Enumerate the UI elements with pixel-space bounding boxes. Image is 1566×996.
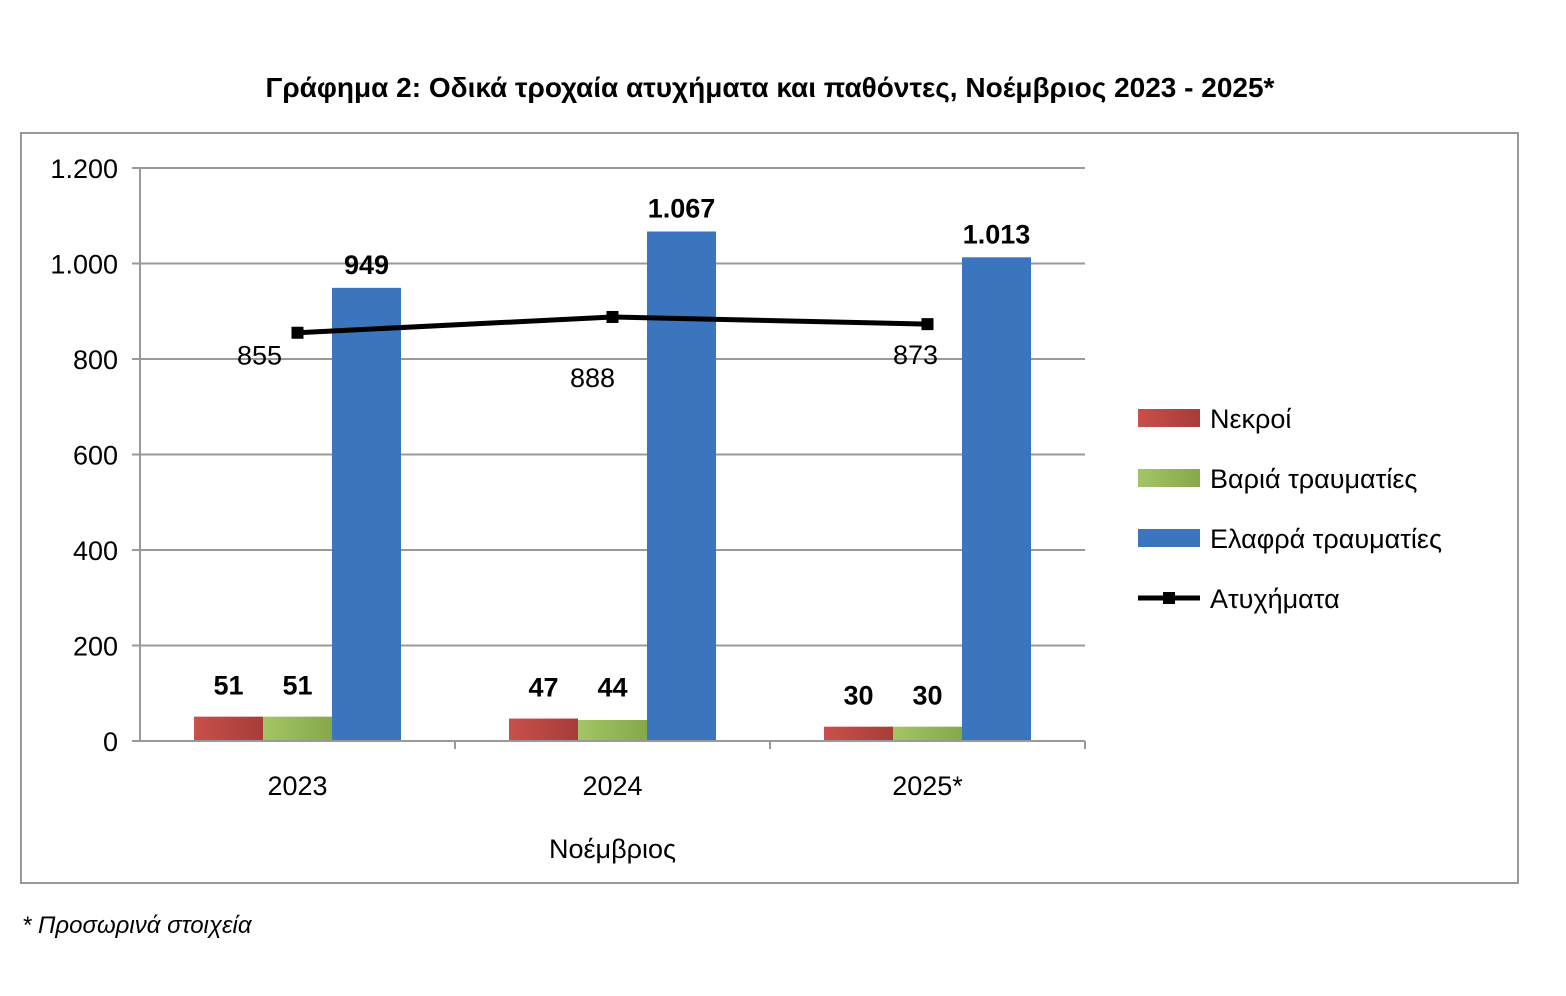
y-tick-label: 1.200 <box>50 154 118 184</box>
bar-Ελαφρά τραυματίες <box>332 287 401 741</box>
legend-marker <box>1163 592 1175 604</box>
y-tick-label: 1.000 <box>50 250 118 280</box>
y-tick-label: 0 <box>103 727 118 757</box>
bar-Νεκροί <box>824 726 893 741</box>
y-tick-label: 800 <box>73 345 118 375</box>
legend-swatch <box>1138 529 1200 547</box>
data-label: 30 <box>912 681 942 711</box>
legend-swatch <box>1138 409 1200 427</box>
y-tick-label: 600 <box>73 441 118 471</box>
legend-label: Βαριά τραυματίες <box>1210 464 1417 494</box>
x-tick-label: 2024 <box>582 771 642 801</box>
data-label: 51 <box>282 671 312 701</box>
line-data-label: 855 <box>237 341 282 371</box>
bar-Ελαφρά τραυματίες <box>647 231 716 741</box>
data-label: 44 <box>597 673 627 703</box>
bar-Ελαφρά τραυματίες <box>962 257 1031 741</box>
legend-swatch <box>1138 469 1200 487</box>
chart-title: Γράφημα 2: Οδικά τροχαία ατυχήματα και π… <box>265 72 1275 103</box>
chart-frame <box>20 132 1519 884</box>
bar-Βαριά τραυματίες <box>263 716 332 741</box>
data-label: 51 <box>213 671 243 701</box>
bar-Νεκροί <box>509 718 578 741</box>
data-label: 949 <box>344 250 389 280</box>
bar-Νεκροί <box>194 716 263 741</box>
legend-label: Νεκροί <box>1210 404 1291 434</box>
legend-label: Ελαφρά τραυματίες <box>1210 524 1442 554</box>
data-label: 1.067 <box>648 194 716 224</box>
data-label: 47 <box>528 673 558 703</box>
x-axis-title: Νοέμβριος <box>549 834 676 864</box>
legend-label: Ατυχήματα <box>1210 584 1340 614</box>
line-marker <box>291 326 304 339</box>
bar-Βαριά τραυματίες <box>893 726 962 741</box>
line-marker <box>606 310 619 323</box>
line-data-label: 888 <box>570 363 615 393</box>
data-label: 1.013 <box>963 219 1031 249</box>
y-tick-label: 200 <box>73 632 118 662</box>
x-tick-label: 2025* <box>892 771 963 801</box>
footnote: * Προσωρινά στοιχεία <box>22 912 252 939</box>
line-data-label: 873 <box>893 340 938 370</box>
bar-Βαριά τραυματίες <box>578 719 647 741</box>
line-marker <box>921 318 934 331</box>
y-tick-label: 400 <box>73 536 118 566</box>
x-tick-label: 2023 <box>267 771 327 801</box>
data-label: 30 <box>843 681 873 711</box>
